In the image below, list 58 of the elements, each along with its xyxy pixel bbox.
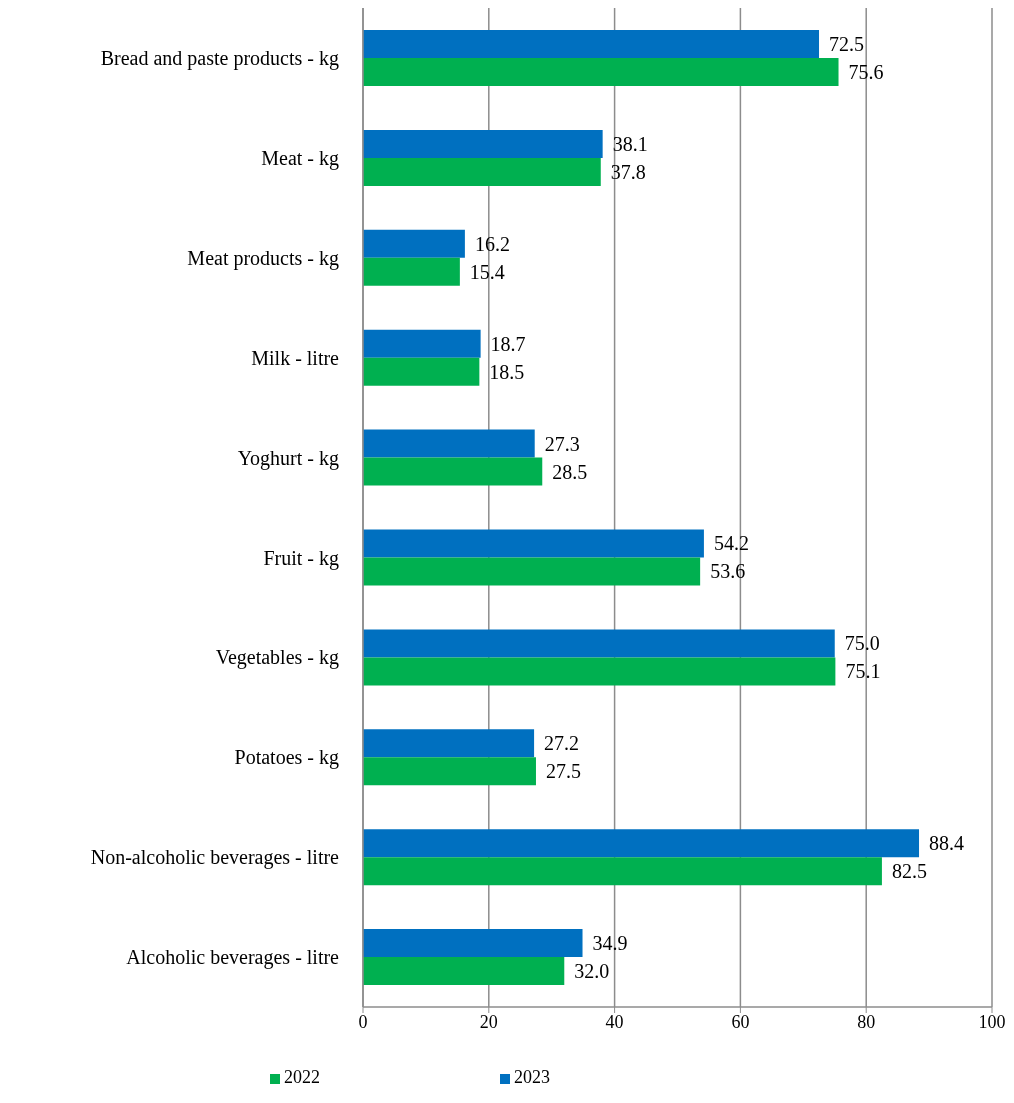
data-label: 27.5 [545,760,581,783]
data-label: 15.4 [469,260,505,283]
data-label: 27.3 [544,432,580,455]
data-label: 27.2 [544,732,580,755]
x-tick-label: 60 [731,1011,750,1032]
legend-label: 2023 [514,1067,550,1087]
bar [363,157,601,186]
bar [363,429,535,458]
bar [363,957,565,986]
data-label: 16.2 [474,232,510,255]
y-tick-label: Milk - litre [251,346,340,369]
data-label: 38.1 [612,132,648,155]
x-tick-label: 20 [479,1011,498,1032]
bar [363,529,704,558]
bar [363,457,543,486]
x-tick-label: 40 [605,1011,624,1032]
data-label: 34.9 [592,932,628,955]
x-tick-label: 100 [978,1011,1006,1032]
x-tick-label: 80 [857,1011,876,1032]
y-tick-label: Non-alcoholic beverages - litre [90,846,340,870]
bar [363,829,920,858]
y-tick-label: Potatoes - kg [234,746,339,770]
x-tick-label: 0 [358,1011,368,1032]
bar [363,929,583,958]
bar [363,29,820,58]
bar [363,229,465,258]
data-label: 82.5 [891,860,927,883]
bar [363,57,839,86]
y-tick-label: Meat products - kg [187,246,339,270]
data-label: 75.1 [845,660,881,683]
data-label: 18.7 [490,332,526,355]
bar [363,757,536,786]
data-label: 53.6 [710,560,746,583]
bar [363,657,836,686]
data-label: 37.8 [610,160,646,183]
data-label: 28.5 [552,460,588,483]
data-label: 54.2 [713,532,749,555]
data-label: 75.0 [844,632,880,655]
y-tick-label: Fruit - kg [263,546,339,570]
y-tick-label: Alcoholic beverages - litre [126,946,340,970]
data-label: 18.5 [489,360,525,383]
legend-label: 2022 [284,1067,320,1087]
bar [363,129,603,158]
data-label: 75.6 [848,60,884,83]
bar [363,357,480,386]
bar [363,729,535,758]
bar [363,557,701,586]
bar [363,257,460,286]
y-tick-label: Yoghurt - kg [237,446,339,470]
bar [363,857,882,886]
y-tick-label: Meat - kg [261,146,339,170]
data-label: 72.5 [829,32,865,55]
data-label: 32.0 [574,960,610,983]
data-label: 88.4 [929,832,965,855]
bar [363,329,481,358]
y-tick-label: Vegetables - kg [215,646,339,670]
bar [363,629,835,658]
y-tick-label: Bread and paste products - kg [100,47,339,71]
